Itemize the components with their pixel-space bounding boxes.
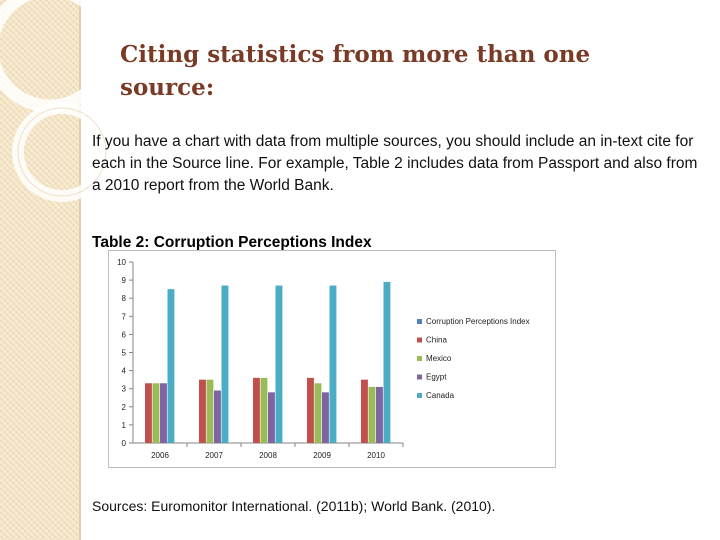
legend-label: Egypt xyxy=(426,373,447,382)
bar-egypt xyxy=(376,386,383,443)
bar-canada xyxy=(221,285,229,443)
deco-ring-top xyxy=(0,0,115,113)
y-tick-label: 8 xyxy=(122,294,127,303)
bar-egypt xyxy=(160,383,167,443)
y-tick-label: 3 xyxy=(122,385,127,394)
bar-china xyxy=(253,377,260,443)
y-tick-label: 9 xyxy=(122,276,127,285)
y-tick-label: 6 xyxy=(122,330,127,339)
x-tick-label: 2009 xyxy=(313,451,331,460)
x-tick-label: 2008 xyxy=(259,451,277,460)
legend-swatch xyxy=(417,356,422,361)
y-tick-label: 1 xyxy=(122,421,127,430)
bar-canada xyxy=(275,285,283,443)
legend-label: China xyxy=(426,336,447,345)
bar-canada xyxy=(329,285,337,443)
legend-label: Corruption Perceptions Index xyxy=(426,317,530,326)
y-tick-label: 5 xyxy=(122,349,127,358)
bar-china xyxy=(145,383,152,443)
bar-chart: 0 1 2 3 4 5 6 7 8 9 10 2006 2007 2008 2009 2010 Corrupti… xyxy=(117,258,530,460)
x-tick-label: 2010 xyxy=(367,451,385,460)
bar-mexico xyxy=(152,383,160,443)
bar-egypt xyxy=(214,390,221,443)
bar-mexico xyxy=(368,386,376,443)
x-tick-label: 2007 xyxy=(205,451,223,460)
x-tick-label: 2006 xyxy=(151,451,169,460)
bar-china xyxy=(199,379,206,443)
decorative-rings xyxy=(0,0,115,202)
bar-mexico xyxy=(206,379,214,443)
bar-mexico xyxy=(260,377,268,443)
legend-label: Mexico xyxy=(426,354,452,363)
bar-egypt xyxy=(268,392,275,443)
bar-china xyxy=(361,379,368,443)
legend-swatch xyxy=(417,374,422,380)
sources-line: Sources: Euromonitor International. (201… xyxy=(92,498,496,514)
slide-body-text: If you have a chart with data from multi… xyxy=(92,133,698,194)
bar-egypt xyxy=(322,392,329,443)
y-tick-label: 7 xyxy=(122,312,127,321)
y-tick-label: 0 xyxy=(122,439,127,448)
y-tick-label: 10 xyxy=(117,258,126,267)
slide-title: Citing statistics from more than one sou… xyxy=(120,41,591,101)
deco-ring-bottom-outline xyxy=(17,107,107,197)
bar-mexico xyxy=(314,383,322,443)
legend-swatch xyxy=(417,319,422,324)
bar-china xyxy=(307,377,314,443)
legend-swatch xyxy=(417,393,422,398)
bar-canada xyxy=(383,281,391,443)
y-tick-label: 4 xyxy=(122,367,127,376)
chart-container: 0 1 2 3 4 5 6 7 8 9 10 2006 2007 2008 2009 2010 Corrupti… xyxy=(108,250,556,468)
legend-swatch xyxy=(417,337,422,343)
y-tick-label: 2 xyxy=(122,403,127,412)
table-caption: Table 2: Corruption Perceptions Index xyxy=(92,234,372,251)
side-band-edge xyxy=(79,0,81,540)
bar-canada xyxy=(167,289,175,443)
legend-label: Canada xyxy=(426,391,455,400)
